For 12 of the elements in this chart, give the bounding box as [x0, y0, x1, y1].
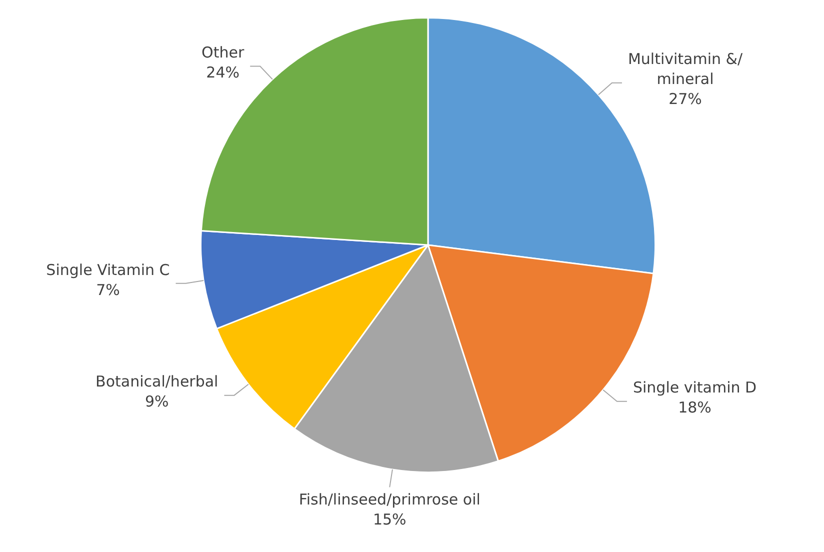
- slice-label: Other: [202, 44, 245, 62]
- slice-label: Botanical/herbal: [96, 372, 218, 391]
- data-label: 24%: [206, 64, 240, 82]
- data-label: 7%: [96, 280, 120, 299]
- slice-label: Fish/linseed/primrose oil: [298, 490, 480, 509]
- data-label: 27%: [668, 90, 702, 108]
- data-label: 9%: [144, 392, 169, 411]
- slice-label: Single Vitamin C: [46, 260, 170, 279]
- slice-label: Multivitamin &/ mineral: [628, 50, 744, 88]
- data-label: 15%: [372, 510, 406, 529]
- slice-label: Single vitamin D: [632, 378, 757, 397]
- data-label: 18%: [678, 398, 712, 417]
